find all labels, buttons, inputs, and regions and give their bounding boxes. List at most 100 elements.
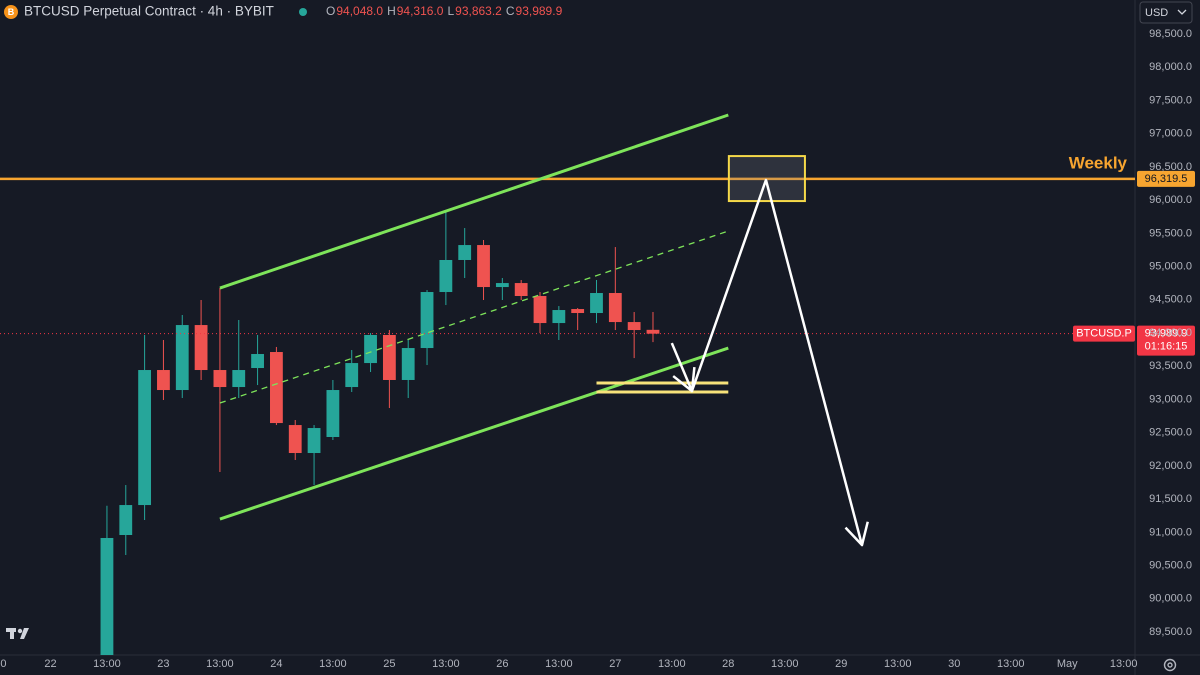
symbol-icon bbox=[4, 5, 18, 19]
candle-body bbox=[194, 325, 208, 371]
market-status bbox=[299, 8, 307, 16]
ohlc-letter: L bbox=[447, 4, 454, 18]
candle-body bbox=[401, 348, 415, 380]
settings-icon[interactable] bbox=[1163, 658, 1177, 672]
symbol-icon-glyph: B bbox=[8, 7, 15, 17]
candle-body bbox=[288, 425, 302, 454]
y-tick-label: 93,500.0 bbox=[1149, 360, 1192, 372]
ohlc-letter: O bbox=[326, 4, 335, 18]
x-tick-label: 0 bbox=[0, 658, 6, 670]
candle-body bbox=[590, 293, 603, 314]
trendline bbox=[219, 113, 729, 290]
y-tick-label: 98,000.0 bbox=[1149, 61, 1192, 73]
x-tick-label: 13:00 bbox=[997, 658, 1025, 670]
candle-body bbox=[458, 245, 472, 260]
y-tick-label: 90,000.0 bbox=[1149, 593, 1192, 605]
x-tick-label: 13:00 bbox=[658, 658, 686, 670]
x-tick-label: 26 bbox=[496, 658, 508, 670]
candle-body bbox=[138, 370, 152, 506]
last-price-tag: 93,989.9 bbox=[1145, 328, 1188, 340]
x-tick-label: 23 bbox=[157, 658, 169, 670]
ohlc-value: 94,316.0 bbox=[397, 4, 444, 18]
x-tick-label: 13:00 bbox=[432, 658, 460, 670]
candle-body bbox=[495, 283, 509, 288]
y-tick-label: 94,500.0 bbox=[1149, 294, 1192, 306]
x-tick-label: 27 bbox=[609, 658, 621, 670]
trendline bbox=[219, 230, 729, 404]
candle-body bbox=[326, 390, 340, 437]
candle-body bbox=[307, 428, 321, 454]
y-tick-label: 96,000.0 bbox=[1149, 194, 1192, 206]
candle-body bbox=[232, 370, 246, 388]
ohlc-value: 93,989.9 bbox=[516, 4, 563, 18]
ohlc-letter: C bbox=[506, 4, 515, 18]
ohlc-value: 93,863.2 bbox=[455, 4, 502, 18]
x-tick-label: 29 bbox=[835, 658, 847, 670]
y-tick-label: 96,500.0 bbox=[1149, 161, 1192, 173]
y-tick-label: 94,000.0 bbox=[1149, 327, 1192, 339]
candle-body bbox=[646, 329, 660, 334]
countdown: 01:16:15 bbox=[1145, 341, 1188, 353]
overlay: BTCUSD.P 93,989.901:16:15 Weekly 96,319.5 bbox=[1069, 153, 1195, 356]
candle-body bbox=[439, 259, 453, 293]
x-tick-label: 13:00 bbox=[319, 658, 347, 670]
candle-body bbox=[420, 292, 434, 349]
candle-body bbox=[270, 352, 283, 424]
x-tick-label: 13:00 bbox=[93, 658, 121, 670]
y-tick-label: 95,000.0 bbox=[1149, 260, 1192, 272]
weekly-level-tag-bg bbox=[1137, 170, 1195, 187]
candle-body bbox=[345, 363, 359, 388]
last-price-tag-bg bbox=[1137, 325, 1195, 356]
y-tick-label: 91,000.0 bbox=[1149, 526, 1192, 538]
candle-body bbox=[627, 322, 641, 331]
candle-body bbox=[552, 310, 566, 324]
symbol-tag: BTCUSD.P bbox=[1076, 328, 1132, 340]
candle-body bbox=[571, 309, 585, 314]
candle-body bbox=[364, 335, 377, 364]
x-tick-label: 13:00 bbox=[545, 658, 573, 670]
candle-body bbox=[175, 325, 189, 391]
candle-body bbox=[608, 293, 622, 323]
currency-button[interactable] bbox=[1139, 1, 1193, 24]
x-tick-label: 13:00 bbox=[771, 658, 799, 670]
x-tick-label: 13:00 bbox=[206, 658, 234, 670]
target-box bbox=[727, 155, 806, 203]
arrow-head bbox=[672, 367, 696, 393]
y-tick-label: 97,000.0 bbox=[1149, 128, 1192, 140]
candle-body bbox=[213, 370, 227, 388]
currency-label[interactable]: USD bbox=[1145, 7, 1168, 19]
plot-area bbox=[0, 113, 1135, 655]
candle-body bbox=[100, 537, 114, 655]
tv-logo bbox=[6, 628, 29, 639]
x-tick-label: 24 bbox=[270, 658, 282, 670]
y-tick-label: 98,500.0 bbox=[1149, 28, 1192, 40]
ohlc-legend: O 94,048.0 H 94,316.0 L 93,863.2 C 93,989.9 bbox=[326, 4, 563, 18]
currency-caret bbox=[1177, 9, 1187, 15]
y-tick-label: 90,500.0 bbox=[1149, 559, 1192, 571]
candle-body bbox=[251, 354, 264, 369]
y-tick-label: 97,500.0 bbox=[1149, 94, 1192, 106]
ohlc-value: 94,048.0 bbox=[336, 4, 383, 18]
y-tick-label: 89,500.0 bbox=[1149, 626, 1192, 638]
arrow-head bbox=[844, 521, 869, 547]
x-tick-label: 13:00 bbox=[1110, 658, 1138, 670]
trendline bbox=[219, 346, 729, 521]
chart-title: BTCUSD Perpetual Contract · 4h · BYBIT bbox=[24, 4, 274, 19]
x-tick-label: May bbox=[1057, 658, 1078, 670]
y-tick-label: 91,500.0 bbox=[1149, 493, 1192, 505]
x-tick-label: 13:00 bbox=[884, 658, 912, 670]
ohlc-letter: H bbox=[387, 4, 396, 18]
candle-body bbox=[382, 335, 396, 380]
symbol-tag-bg bbox=[1073, 325, 1135, 342]
x-tick-label: 30 bbox=[948, 658, 960, 670]
y-tick-label: 93,000.0 bbox=[1149, 393, 1192, 405]
y-tick-label: 92,000.0 bbox=[1149, 460, 1192, 472]
candle-body bbox=[119, 505, 133, 536]
y-tick-label: 95,500.0 bbox=[1149, 227, 1192, 239]
candle-body bbox=[157, 370, 170, 391]
weekly-level-name: Weekly bbox=[1069, 153, 1128, 172]
x-tick-label: 28 bbox=[722, 658, 734, 670]
candle-body bbox=[533, 296, 547, 324]
x-tick-label: 22 bbox=[44, 658, 56, 670]
